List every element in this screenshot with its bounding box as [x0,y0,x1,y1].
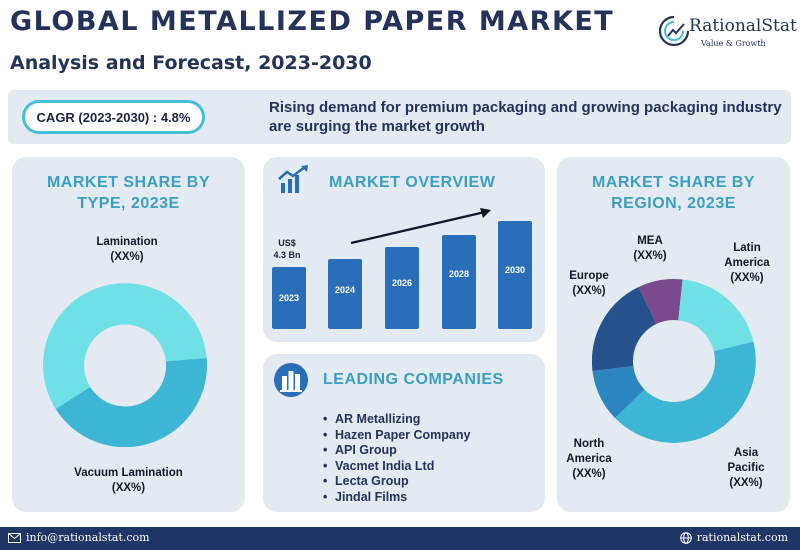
logo-name: RationalStat [689,16,797,36]
donut-segment-vacuum-lamination [55,358,207,447]
europe-name: Europe [569,270,609,282]
overview-bar-2028: 2028 [442,235,476,329]
overview-bar-2030: 2030 [498,221,532,329]
mail-icon [8,532,21,543]
type-card-title-line2: TYPE, 2023E [77,195,180,212]
mea-name: MEA [637,235,663,247]
type-card-title: MARKET SHARE BY TYPE, 2023E [12,172,245,214]
footer-bar: info@rationalstat.com rationalstat.com [0,527,800,550]
overview-trend-arrow [350,208,491,245]
region-card-title-line2: REGION, 2023E [611,195,736,212]
north-america-name-line2: America [566,453,612,465]
asia-pacific-value: (XX%) [729,477,763,489]
company-item: API Group [323,443,470,459]
vacuum-lamination-value: (XX%) [111,482,146,494]
type-share-card: MARKET SHARE BY TYPE, 2023E Lamination (… [12,157,245,512]
footer-website[interactable]: rationalstat.com [679,531,788,544]
bar-year-2026: 2026 [391,278,413,288]
company-item: Lecta Group [323,474,470,490]
logo-tagline: Value & Growth [701,39,766,48]
market-overview-card: MARKET OVERVIEW US$ 4.3 Bn 2023 2024 202… [263,157,545,342]
company-item: Vacmet India Ltd [323,459,470,475]
europe-value: (XX%) [572,285,606,297]
latin-america-label: Latin America (XX%) [712,241,782,286]
overview-bar-2023: 2023 [272,267,306,329]
mea-value: (XX%) [633,250,667,262]
market-value-line2: 4.3 Bn [273,250,301,260]
overview-bar-2026: 2026 [385,247,419,329]
latin-america-name-line2: America [724,257,770,269]
cagr-banner: CAGR (2023-2030) : 4.8% Rising demand fo… [8,90,791,144]
company-item: AR Metallizing [323,412,470,428]
footer-website-text[interactable]: rationalstat.com [696,531,788,544]
donut-segment-asia-pacific [615,341,756,443]
company-logo: RationalStat Value & Growth [655,12,797,57]
globe-icon [679,531,692,544]
banner-statement: Rising demand for premium packaging and … [269,99,782,135]
donut-segment-latin-america [678,279,754,352]
overview-bar-2024: 2024 [328,259,362,329]
vacuum-lamination-name: Vacuum Lamination [74,467,183,479]
donut-segment-europe [592,287,657,371]
asia-pacific-name-line2: Pacific [727,462,765,474]
lamination-name: Lamination [96,236,158,248]
type-donut-chart [43,283,207,447]
asia-pacific-label: Asia Pacific (XX%) [714,446,778,491]
asia-pacific-name-line1: Asia [733,447,759,459]
overview-card-title: MARKET OVERVIEW [329,174,496,191]
growth-chart-icon [278,165,308,193]
europe-label: Europe (XX%) [559,269,619,299]
bar-year-2024: 2024 [334,285,356,295]
lamination-value: (XX%) [110,251,144,263]
rationalstat-logo-icon [658,15,690,47]
north-america-label: North America (XX%) [557,437,621,482]
companies-card-title: LEADING COMPANIES [323,371,504,388]
cagr-badge: CAGR (2023-2030) : 4.8% [22,100,205,134]
market-value-label: US$ 4.3 Bn [269,237,305,261]
donut-segment-lamination [43,283,207,409]
region-share-card: MARKET SHARE BY REGION, 2023E MEA (XX%) … [557,157,790,512]
region-card-title-line1: MARKET SHARE BY [591,174,756,191]
company-item: Jindal Films [323,490,470,506]
donut-segment-mea [638,279,683,324]
company-item: Hazen Paper Company [323,428,470,444]
page-subtitle: Analysis and Forecast, 2023-2030 [10,52,372,74]
vacuum-lamination-label: Vacuum Lamination (XX%) [42,466,215,496]
region-card-title: MARKET SHARE BY REGION, 2023E [557,172,790,214]
page-title: GLOBAL METALLIZED PAPER MARKET [10,6,615,37]
mea-label: MEA (XX%) [620,234,680,264]
bar-year-2030: 2030 [504,265,526,275]
donut-segment-north-america [592,366,645,418]
bar-year-2028: 2028 [448,269,470,279]
bar-year-2023: 2023 [278,293,300,303]
buildings-icon [274,363,308,397]
footer-email-text[interactable]: info@rationalstat.com [26,531,150,544]
latin-america-value: (XX%) [730,272,764,284]
north-america-name-line1: North [573,438,605,450]
footer-email[interactable]: info@rationalstat.com [8,531,150,544]
lamination-label: Lamination (XX%) [67,235,187,265]
market-value-line1: US$ [278,238,296,248]
latin-america-name-line1: Latin [733,242,761,254]
region-donut-chart [592,279,756,443]
company-list: AR Metallizing Hazen Paper Company API G… [323,412,470,506]
north-america-value: (XX%) [572,468,606,480]
type-card-title-line1: MARKET SHARE BY [46,174,211,191]
